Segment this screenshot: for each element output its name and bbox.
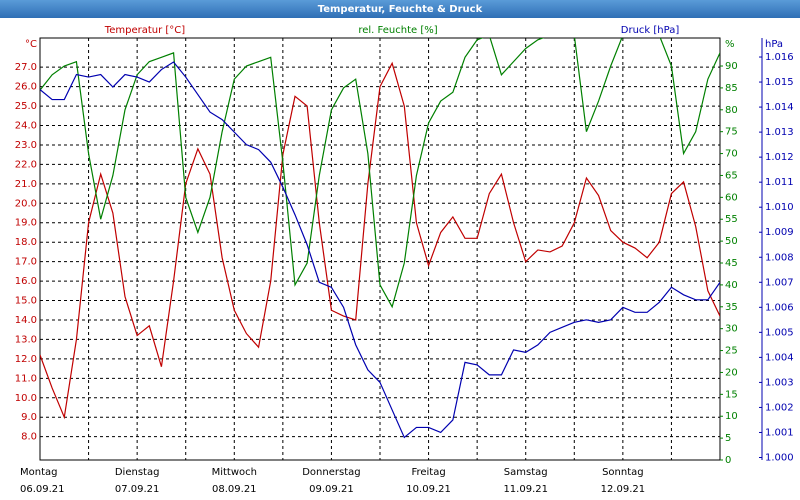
y-tick-label: 22.0: [15, 159, 37, 170]
y3-tick-label: 1.010: [765, 202, 794, 213]
day-name: Donnerstag: [302, 467, 360, 478]
chart-title: Temperatur, Feuchte & Druck: [318, 4, 483, 15]
y2-tick-label: 20: [725, 367, 738, 378]
y2-tick-label: 85: [725, 83, 738, 94]
day-date: 11.09.21: [503, 484, 548, 495]
day-date: 06.09.21: [20, 484, 65, 495]
series-line: [40, 61, 720, 439]
y-tick-label: 10.0: [15, 393, 37, 404]
y3-tick-label: 1.002: [765, 402, 794, 413]
y2-tick-label: 10: [725, 411, 738, 422]
y-tick-label: 27.0: [15, 62, 37, 73]
y2-tick-label: 65: [725, 170, 738, 181]
y-unit: °C: [25, 39, 37, 50]
y3-tick-label: 1.004: [765, 352, 794, 363]
day-date: 07.09.21: [115, 484, 160, 495]
day-name: Montag: [20, 467, 57, 478]
y-tick-label: 18.0: [15, 237, 37, 248]
y-tick-label: 21.0: [15, 179, 37, 190]
y2-tick-label: 60: [725, 192, 738, 203]
y2-tick-label: 55: [725, 214, 738, 225]
y-tick-label: 11.0: [15, 373, 37, 384]
y2-tick-label: 80: [725, 105, 738, 116]
y-tick-label: 12.0: [15, 354, 37, 365]
day-date: 08.09.21: [212, 484, 257, 495]
y3-tick-label: 1.016: [765, 52, 794, 63]
day-date: 10.09.21: [406, 484, 451, 495]
day-name: Dienstag: [115, 467, 160, 478]
y3-tick-label: 1.014: [765, 102, 794, 113]
series-line: [40, 61, 720, 420]
y3-tick-label: 1.006: [765, 302, 794, 313]
y2-tick-label: 0: [725, 455, 731, 466]
series-title: Druck [hPa]: [621, 25, 680, 36]
y3-tick-label: 1.001: [765, 427, 794, 438]
y-tick-label: 15.0: [15, 296, 37, 307]
y2-tick-label: 50: [725, 236, 738, 247]
y2-tick-label: 30: [725, 324, 738, 335]
y3-tick-label: 1.013: [765, 127, 794, 138]
y3-tick-label: 1.011: [765, 177, 794, 188]
plot-lines: [40, 38, 720, 439]
y2-unit: %: [725, 39, 735, 50]
y-tick-label: 24.0: [15, 121, 37, 132]
day-date: 09.09.21: [309, 484, 354, 495]
y2-tick-label: 35: [725, 302, 738, 313]
y-tick-label: 13.0: [15, 334, 37, 345]
day-date: 12.09.21: [601, 484, 646, 495]
y2-tick-label: 45: [725, 258, 738, 269]
y-tick-label: 8.0: [21, 432, 37, 443]
y2-tick-label: 5: [725, 433, 731, 444]
y2-tick-label: 70: [725, 149, 738, 160]
day-name: Freitag: [411, 467, 445, 478]
y3-tick-label: 1.012: [765, 152, 794, 163]
y2-tick-label: 25: [725, 346, 738, 357]
y3-unit: hPa: [765, 39, 783, 50]
y3-tick-label: 1.015: [765, 77, 794, 88]
y3-tick-label: 1.008: [765, 252, 794, 263]
series-title: rel. Feuchte [%]: [358, 25, 437, 36]
title-bar: [0, 0, 800, 18]
day-name: Samstag: [504, 467, 548, 478]
y-tick-label: 20.0: [15, 198, 37, 209]
y3-tick-label: 1.005: [765, 327, 794, 338]
day-name: Mittwoch: [212, 467, 257, 478]
y-tick-label: 14.0: [15, 315, 37, 326]
y-tick-label: 16.0: [15, 276, 37, 287]
y2-tick-label: 75: [725, 127, 738, 138]
y3-tick-label: 1.009: [765, 227, 794, 238]
y2-tick-label: 15: [725, 389, 738, 400]
y-tick-label: 19.0: [15, 218, 37, 229]
y-tick-label: 26.0: [15, 82, 37, 93]
y2-tick-label: 40: [725, 280, 738, 291]
y-tick-label: 25.0: [15, 101, 37, 112]
y3-tick-label: 1.003: [765, 377, 794, 388]
series-line: [40, 38, 720, 309]
series-title: Temperatur [°C]: [104, 25, 185, 36]
y-tick-label: 9.0: [21, 412, 37, 423]
y3-tick-label: 1.007: [765, 277, 794, 288]
y3-tick-label: 1.000: [765, 452, 794, 463]
day-name: Sonntag: [602, 467, 644, 478]
y-tick-label: 17.0: [15, 257, 37, 268]
y2-tick-label: 90: [725, 61, 738, 72]
y-tick-label: 23.0: [15, 140, 37, 151]
